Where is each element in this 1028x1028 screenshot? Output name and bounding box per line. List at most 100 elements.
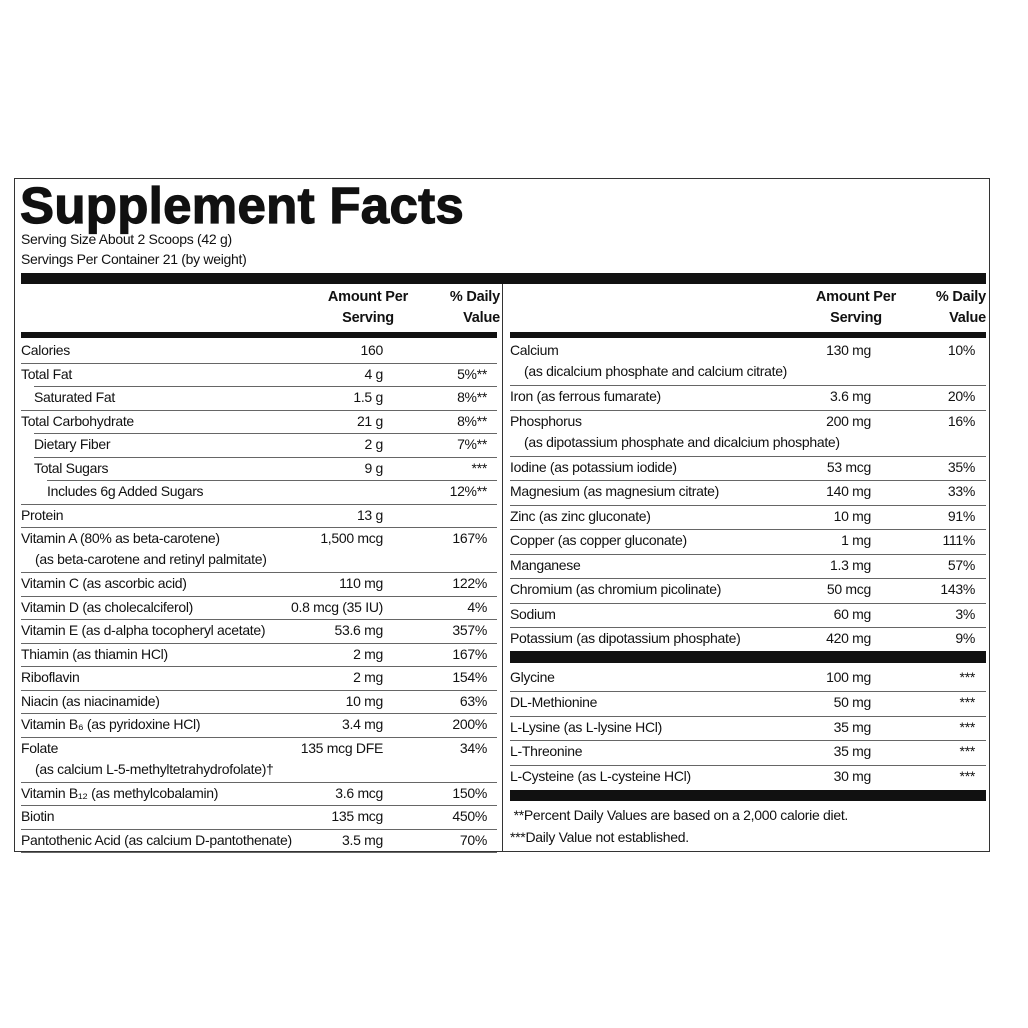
nutrient-amount: 9 g bbox=[364, 460, 383, 476]
nutrient-amount: 100 mg bbox=[826, 669, 871, 685]
row-divider bbox=[510, 765, 986, 766]
nutrient-row: Glycine 100 mg *** bbox=[0, 666, 1028, 691]
nutrient-name: DL-Methionine bbox=[510, 694, 598, 710]
nutrient-row: Iron (as ferrous fumarate) 3.6 mg 20% bbox=[0, 385, 1028, 410]
nutrient-name: Folate bbox=[21, 740, 59, 756]
nutrient-source: (as beta-carotene and retinyl palmitate) bbox=[35, 551, 267, 567]
nutrient-name: Riboflavin bbox=[21, 669, 80, 685]
nutrient-row: Folate (as calcium L-5-methyltetrahydrofo… bbox=[0, 737, 1028, 782]
nutrient-amount: 135 mcg bbox=[331, 808, 383, 824]
nutrient-daily-value: *** bbox=[959, 768, 976, 784]
nutrient-daily-value: 8%** bbox=[457, 413, 487, 429]
nutrient-daily-value: 33% bbox=[947, 483, 975, 499]
nutrient-name: L-Threonine bbox=[510, 743, 583, 759]
nutrient-row: Pantothenic Acid (as calcium D-pantothen… bbox=[0, 829, 1028, 853]
nutrient-row: Calcium (as dicalcium phosphate and calci… bbox=[0, 339, 1028, 385]
nutrient-row: Protein 13 g bbox=[0, 504, 1028, 528]
nutrient-name: Phosphorus bbox=[510, 413, 582, 429]
nutrient-name: Magnesium (as magnesium citrate) bbox=[510, 483, 720, 499]
thick-divider-other bbox=[510, 651, 986, 663]
nutrient-row: Dietary Fiber 2 g 7%** bbox=[0, 433, 1028, 457]
nutrient-name: Protein bbox=[21, 507, 64, 523]
right-header-dv: % Daily Value bbox=[935, 289, 986, 326]
nutrient-daily-value: 57% bbox=[947, 557, 975, 573]
nutrient-amount: 21 g bbox=[356, 413, 383, 429]
nutrient-amount: 3.4 mg bbox=[342, 716, 383, 732]
nutrient-amount: 10 mg bbox=[345, 693, 384, 709]
row-divider bbox=[510, 554, 986, 555]
nutrient-name: Total Sugars bbox=[34, 460, 109, 476]
nutrient-name: Manganese bbox=[510, 557, 581, 573]
nutrient-amount: 2 g bbox=[364, 436, 383, 452]
nutrient-daily-value: *** bbox=[959, 719, 976, 735]
nutrient-amount: 420 mg bbox=[826, 630, 871, 646]
nutrient-amount: 3.6 mg bbox=[830, 388, 871, 404]
row-divider bbox=[21, 782, 497, 783]
nutrient-row: Vitamin E (as d-alpha tocopheryl acetate… bbox=[0, 619, 1028, 643]
panel-title: Supplement Facts bbox=[19, 176, 465, 234]
nutrient-amount: 1,500 mcg bbox=[320, 530, 383, 546]
nutrient-name: Biotin bbox=[21, 808, 55, 824]
nutrient-daily-value: *** bbox=[959, 669, 976, 685]
nutrient-row: Iodine (as potassium iodide) 53 mcg 35% bbox=[0, 456, 1028, 481]
nutrient-daily-value: 7%** bbox=[457, 436, 487, 452]
nutrient-daily-value: 35% bbox=[947, 459, 975, 475]
nutrient-name: Thiamin (as thiamin HCl) bbox=[21, 646, 168, 662]
nutrient-row: Total Sugars 9 g *** bbox=[0, 457, 1028, 481]
nutrient-daily-value: 63% bbox=[459, 693, 487, 709]
nutrient-name: Copper (as copper gluconate) bbox=[510, 532, 687, 548]
nutrient-row: Zinc (as zinc gluconate) 10 mg 91% bbox=[0, 505, 1028, 530]
left-header-dv: % Daily Value bbox=[449, 289, 500, 326]
row-divider bbox=[21, 805, 497, 806]
nutrient-row: DL-Methionine 50 mg *** bbox=[0, 691, 1028, 716]
row-divider bbox=[21, 619, 497, 620]
nutrient-row: Saturated Fat 1.5 g 8%** bbox=[0, 386, 1028, 410]
nutrient-name: Calcium bbox=[510, 342, 559, 358]
nutrient-row: L-Lysine (as L-lysine HCl) 35 mg *** bbox=[0, 716, 1028, 741]
nutrient-amount: 53 mcg bbox=[826, 459, 871, 475]
nutrient-name: Glycine bbox=[510, 669, 555, 685]
nutrient-amount: 2 mg bbox=[353, 669, 383, 685]
row-divider bbox=[47, 480, 497, 481]
row-divider bbox=[510, 529, 986, 530]
nutrient-source: (as calcium L-5-methyltetrahydrofolate)† bbox=[35, 761, 274, 777]
column-divider bbox=[502, 284, 503, 852]
nutrient-name: Iodine (as potassium iodide) bbox=[510, 459, 677, 475]
nutrient-amount: 1 mg bbox=[841, 532, 871, 548]
row-divider bbox=[510, 385, 986, 386]
nutrient-daily-value: 8%** bbox=[457, 389, 487, 405]
row-divider bbox=[21, 572, 497, 573]
nutrient-amount: 140 mg bbox=[826, 483, 871, 499]
thick-divider-footnotes bbox=[510, 790, 986, 801]
nutrient-daily-value: 12%** bbox=[449, 483, 488, 499]
nutrient-amount: 4 g bbox=[364, 366, 383, 382]
nutrient-row: Thiamin (as thiamin HCl) 2 mg 167% bbox=[0, 643, 1028, 667]
nutrient-daily-value: 70% bbox=[459, 832, 487, 848]
nutrient-amount: 135 mcg DFE bbox=[300, 740, 384, 756]
nutrient-daily-value: 3% bbox=[955, 606, 975, 622]
nutrient-name: Potassium (as dipotassium phosphate) bbox=[510, 630, 741, 646]
nutrient-amount: 3.6 mcg bbox=[335, 785, 383, 801]
nutrient-row: Riboflavin 2 mg 154% bbox=[0, 666, 1028, 690]
nutrient-name: Niacin (as niacinamide) bbox=[21, 693, 160, 709]
nutrient-daily-value: *** bbox=[471, 460, 488, 476]
nutrient-name: Vitamin A (80% as beta-carotene) bbox=[21, 530, 220, 546]
row-divider bbox=[510, 410, 986, 411]
nutrient-name: Zinc (as zinc gluconate) bbox=[510, 508, 651, 524]
nutrient-name: Vitamin D (as cholecalciferol) bbox=[21, 599, 194, 615]
nutrient-row: Calories 160 bbox=[0, 339, 1028, 363]
nutrient-amount: 110 mg bbox=[339, 575, 383, 591]
nutrient-name: Calories bbox=[21, 342, 70, 358]
thick-divider-top bbox=[21, 273, 986, 284]
row-divider bbox=[21, 829, 497, 830]
nutrient-name: L-Cysteine (as L-cysteine HCl) bbox=[510, 768, 691, 784]
nutrient-amount: 130 mg bbox=[826, 342, 871, 358]
nutrient-amount: 3.5 mg bbox=[342, 832, 383, 848]
left-header-amount: Amount Per Serving bbox=[327, 289, 409, 326]
row-divider bbox=[21, 643, 497, 644]
nutrient-daily-value: 122% bbox=[452, 575, 487, 591]
servings-per-container: Servings Per Container 21 (by weight) bbox=[21, 251, 247, 267]
nutrient-row: L-Cysteine (as L-cysteine HCl) 30 mg *** bbox=[0, 765, 1028, 790]
row-divider bbox=[510, 716, 986, 717]
row-divider bbox=[34, 386, 497, 387]
